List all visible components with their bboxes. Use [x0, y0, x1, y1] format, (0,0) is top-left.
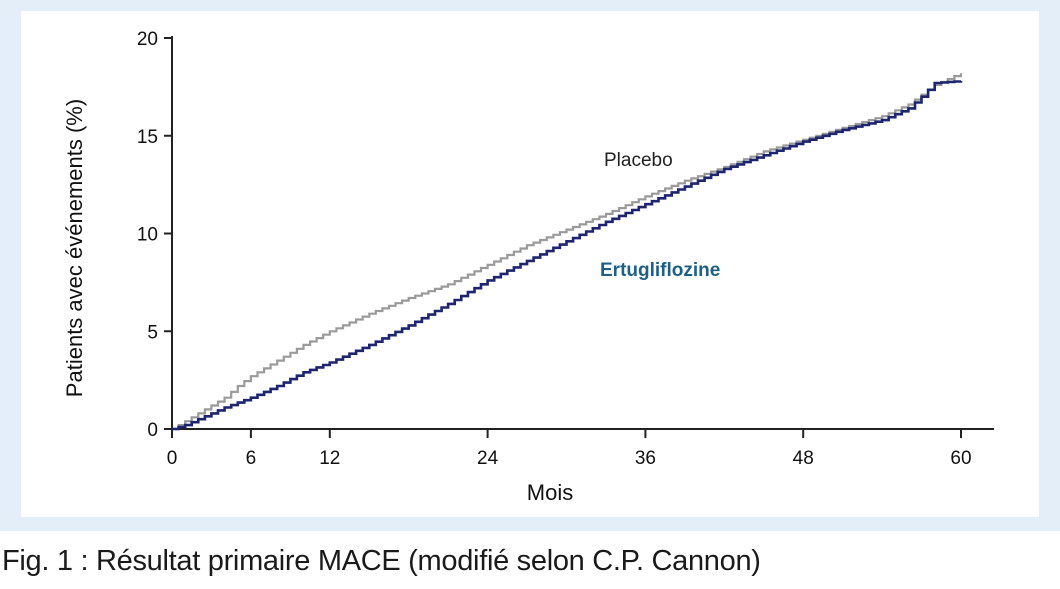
km-chart: 0 5 10 15 20 0 6 12 24 36 48 60 Placebo Ertugliflo…: [62, 29, 994, 505]
x-tick-label: 24: [477, 448, 499, 469]
figure-panel: 0 5 10 15 20 0 6 12 24 36 48 60 Placebo Ertugliflo…: [0, 0, 1060, 531]
x-tick-label: 0: [167, 448, 178, 469]
x-ticks: 0 6 12 24 36 48 60: [167, 429, 972, 469]
y-axis-title: Patients avec événements (%): [62, 99, 87, 397]
x-tick-label: 12: [319, 448, 340, 469]
x-tick-label: 36: [635, 448, 656, 469]
x-axis-title: Mois: [527, 480, 573, 505]
axes: 0 5 10 15 20 0 6 12 24 36 48 60: [137, 29, 994, 469]
series-label-placebo: Placebo: [604, 150, 673, 171]
figure-caption: Fig. 1 : Résultat primaire MACE (modifié…: [2, 545, 761, 577]
series-layer: [172, 73, 963, 431]
y-tick-label: 5: [147, 322, 158, 343]
series-line-placebo: [172, 73, 963, 431]
x-tick-label: 60: [950, 448, 971, 469]
y-tick-label: 20: [137, 29, 158, 50]
y-ticks: 0 5 10 15 20: [137, 29, 172, 441]
plot-area: [21, 11, 1039, 517]
x-tick-label: 6: [246, 448, 257, 469]
series-label-ertugliflozine: Ertugliflozine: [600, 260, 720, 281]
x-tick-label: 48: [793, 448, 814, 469]
series-line-ertugliflozine: [172, 80, 963, 431]
y-tick-label: 10: [137, 225, 158, 246]
y-tick-label: 15: [137, 127, 158, 148]
y-tick-label: 0: [147, 420, 158, 441]
